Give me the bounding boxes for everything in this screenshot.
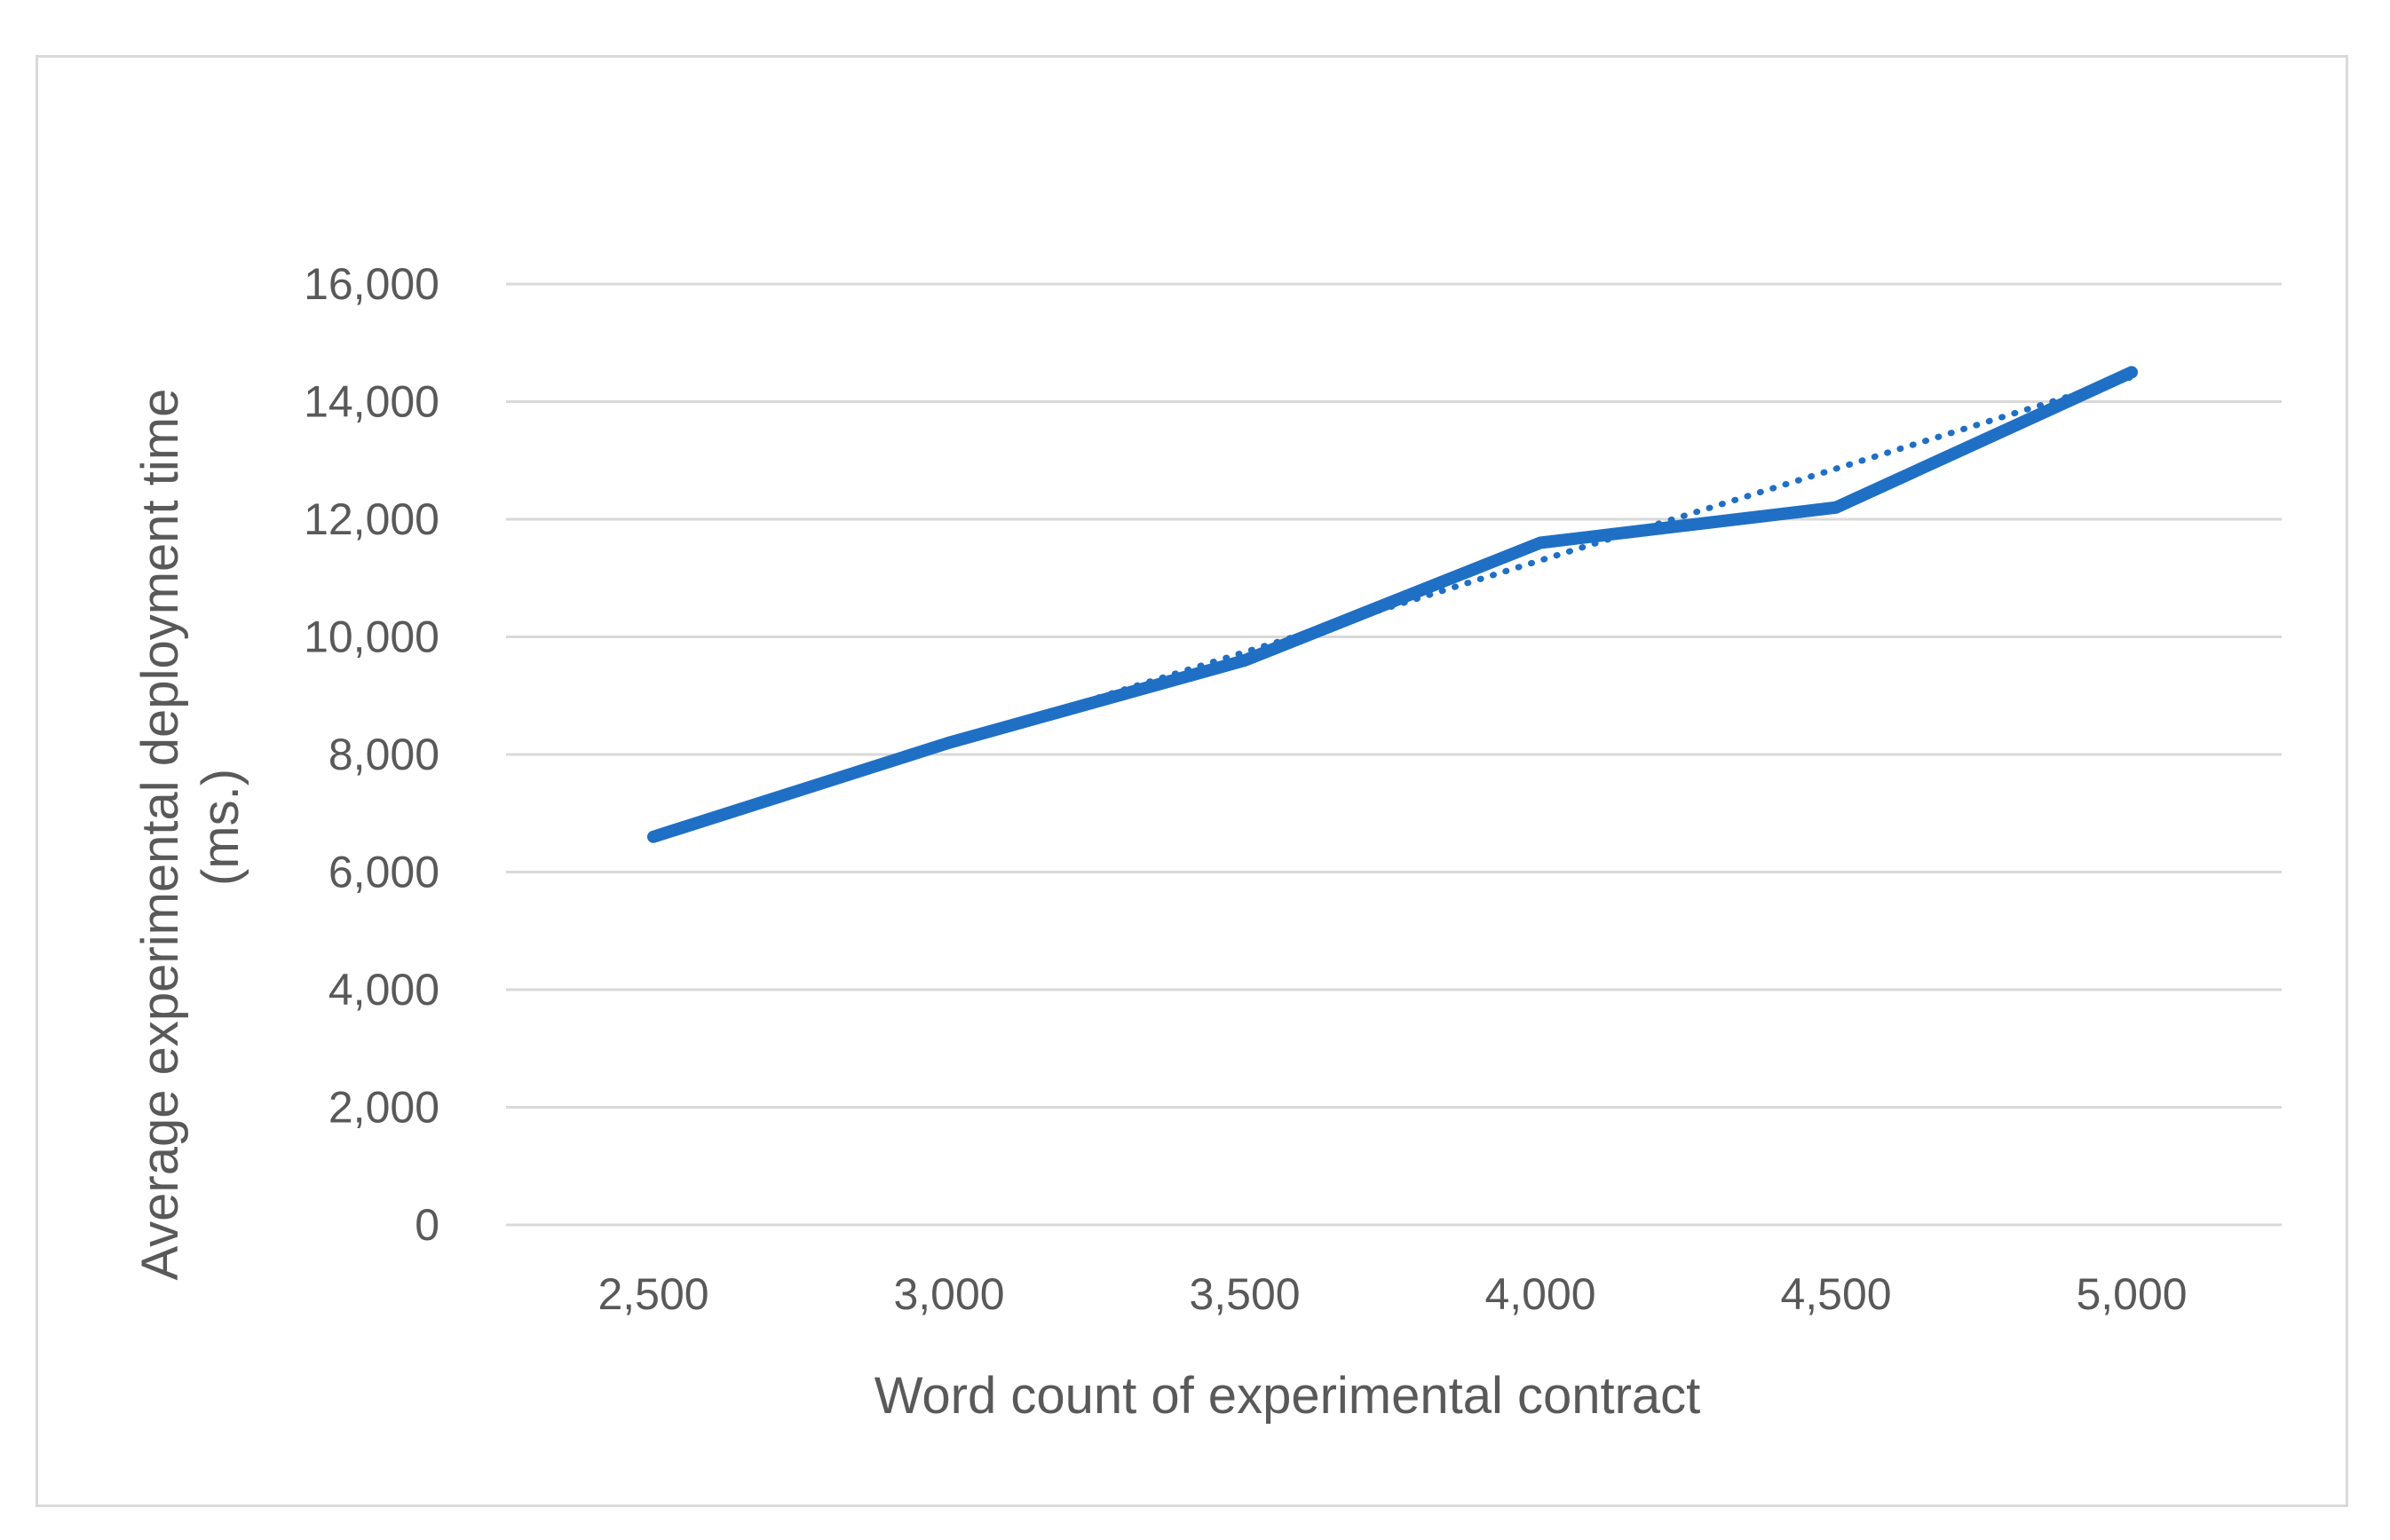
data-series-line [647, 366, 2138, 843]
y-tick-label: 6,000 [328, 848, 439, 897]
y-tick-label: 0 [415, 1200, 439, 1250]
y-tick-label: 16,000 [304, 259, 439, 309]
y-axis-title: Average experimental deployment time (ms… [131, 375, 249, 1281]
x-tick-label: 2,500 [598, 1269, 708, 1319]
y-tick-label: 12,000 [304, 494, 439, 544]
series-layer [647, 366, 2138, 843]
x-axis-ticks: 2,500 3,000 3,500 4,000 4,500 5,000 [598, 1269, 2187, 1319]
y-tick-label: 8,000 [328, 730, 439, 779]
x-axis-title: Word count of experimental contract [874, 1367, 1701, 1425]
y-tick-label: 14,000 [304, 377, 439, 427]
gridlines [506, 282, 2282, 1227]
y-tick-label: 2,000 [328, 1083, 439, 1133]
x-tick-label: 3,000 [893, 1269, 1004, 1319]
y-tick-label: 10,000 [304, 612, 439, 662]
x-tick-label: 3,500 [1189, 1269, 1300, 1319]
x-tick-label: 4,500 [1780, 1269, 1891, 1319]
chart-frame [36, 55, 2348, 1507]
y-axis-ticks: 0 2,000 4,000 6,000 8,000 10,000 12,000 14,000 1… [304, 259, 439, 1250]
x-tick-label: 4,000 [1484, 1269, 1595, 1319]
y-axis-title-line-2: (ms.) [192, 769, 249, 886]
y-axis-title-line-1: Average experimental deployment time [131, 389, 189, 1281]
y-tick-label: 4,000 [328, 965, 439, 1015]
x-tick-label: 5,000 [2076, 1269, 2187, 1319]
